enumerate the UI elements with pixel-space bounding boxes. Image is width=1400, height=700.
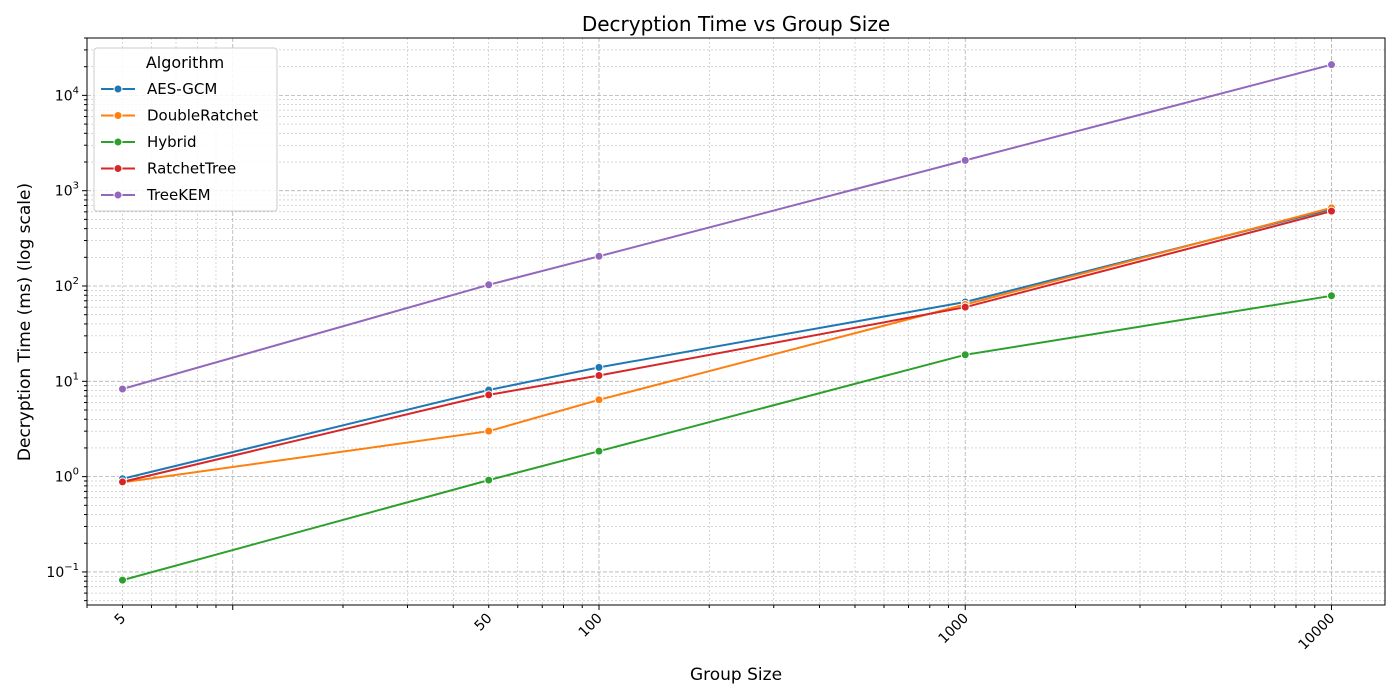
y-tick-label: 101	[55, 371, 79, 390]
x-tick-label: 10000	[1295, 611, 1338, 654]
data-point-treekem	[594, 251, 604, 261]
data-point-ratchettree	[1326, 206, 1336, 216]
legend-label: RatchetTree	[147, 160, 236, 178]
chart-title: Decryption Time vs Group Size	[582, 12, 890, 36]
legend-entry-hybrid: Hybrid	[101, 133, 197, 151]
legend-box	[93, 47, 278, 212]
data-point-treekem	[960, 155, 970, 165]
plot-background	[87, 38, 1385, 605]
data-point-hybrid	[117, 575, 127, 585]
x-tick-label: 100	[576, 611, 606, 641]
legend-title: Algorithm	[146, 53, 224, 72]
y-tick-label: 103	[55, 181, 79, 200]
legend: Algorithm AES-GCM DoubleRatchet Hybrid Ratc…	[93, 47, 278, 212]
data-point-hybrid	[484, 475, 494, 485]
data-point-aes-gcm	[594, 362, 604, 372]
legend-label: Hybrid	[147, 133, 197, 151]
data-point-ratchettree	[594, 371, 604, 381]
data-point-doubleratchet	[484, 426, 494, 436]
x-axis-label: Group Size	[690, 665, 782, 685]
x-tick-labels: 5 50 100 1000 10000	[112, 611, 1339, 654]
series-ratchettree	[117, 206, 1336, 487]
series-hybrid	[117, 291, 1336, 585]
legend-swatch-marker	[113, 111, 123, 120]
legend-entry-ratchettree: RatchetTree	[101, 160, 236, 178]
y-axis-label: Decryption Time (ms) (log scale)	[15, 183, 35, 461]
y-tick-labels: 10−1 100 101 102 103 104	[46, 85, 79, 581]
data-point-ratchettree	[484, 390, 494, 400]
y-tick-label: 100	[55, 467, 79, 486]
plot-frame	[86, 37, 1386, 606]
data-point-treekem	[1326, 60, 1336, 70]
data-point-ratchettree	[960, 302, 970, 312]
data-point-hybrid	[1326, 291, 1336, 301]
legend-label: TreeKEM	[146, 186, 211, 204]
legend-swatch-marker	[113, 137, 123, 147]
legend-entry-aes-gcm: AES-GCM	[101, 80, 217, 98]
data-point-treekem	[484, 280, 494, 290]
legend-label: AES-GCM	[147, 80, 217, 98]
legend-swatch-marker	[113, 190, 123, 200]
data-point-ratchettree	[117, 477, 127, 487]
y-tick-label: 10−1	[46, 562, 79, 581]
y-tick-label: 104	[55, 85, 79, 104]
axis-ticks	[82, 37, 1332, 610]
data-point-hybrid	[960, 350, 970, 360]
legend-label: DoubleRatchet	[147, 107, 258, 125]
series-treekem	[117, 60, 1336, 394]
legend-swatch-marker	[113, 84, 123, 94]
x-tick-label: 5	[112, 611, 130, 629]
series-layer	[117, 60, 1336, 585]
legend-entry-treekem: TreeKEM	[101, 186, 211, 204]
data-point-hybrid	[594, 446, 604, 456]
legend-swatch-marker	[113, 164, 123, 173]
y-tick-label: 102	[55, 276, 79, 295]
x-tick-label: 50	[472, 611, 496, 635]
x-tick-label: 1000	[936, 611, 973, 648]
legend-entry-doubleratchet: DoubleRatchet	[101, 107, 258, 125]
grid-lines	[86, 37, 1385, 605]
data-point-treekem	[117, 384, 127, 394]
data-point-doubleratchet	[594, 395, 604, 405]
